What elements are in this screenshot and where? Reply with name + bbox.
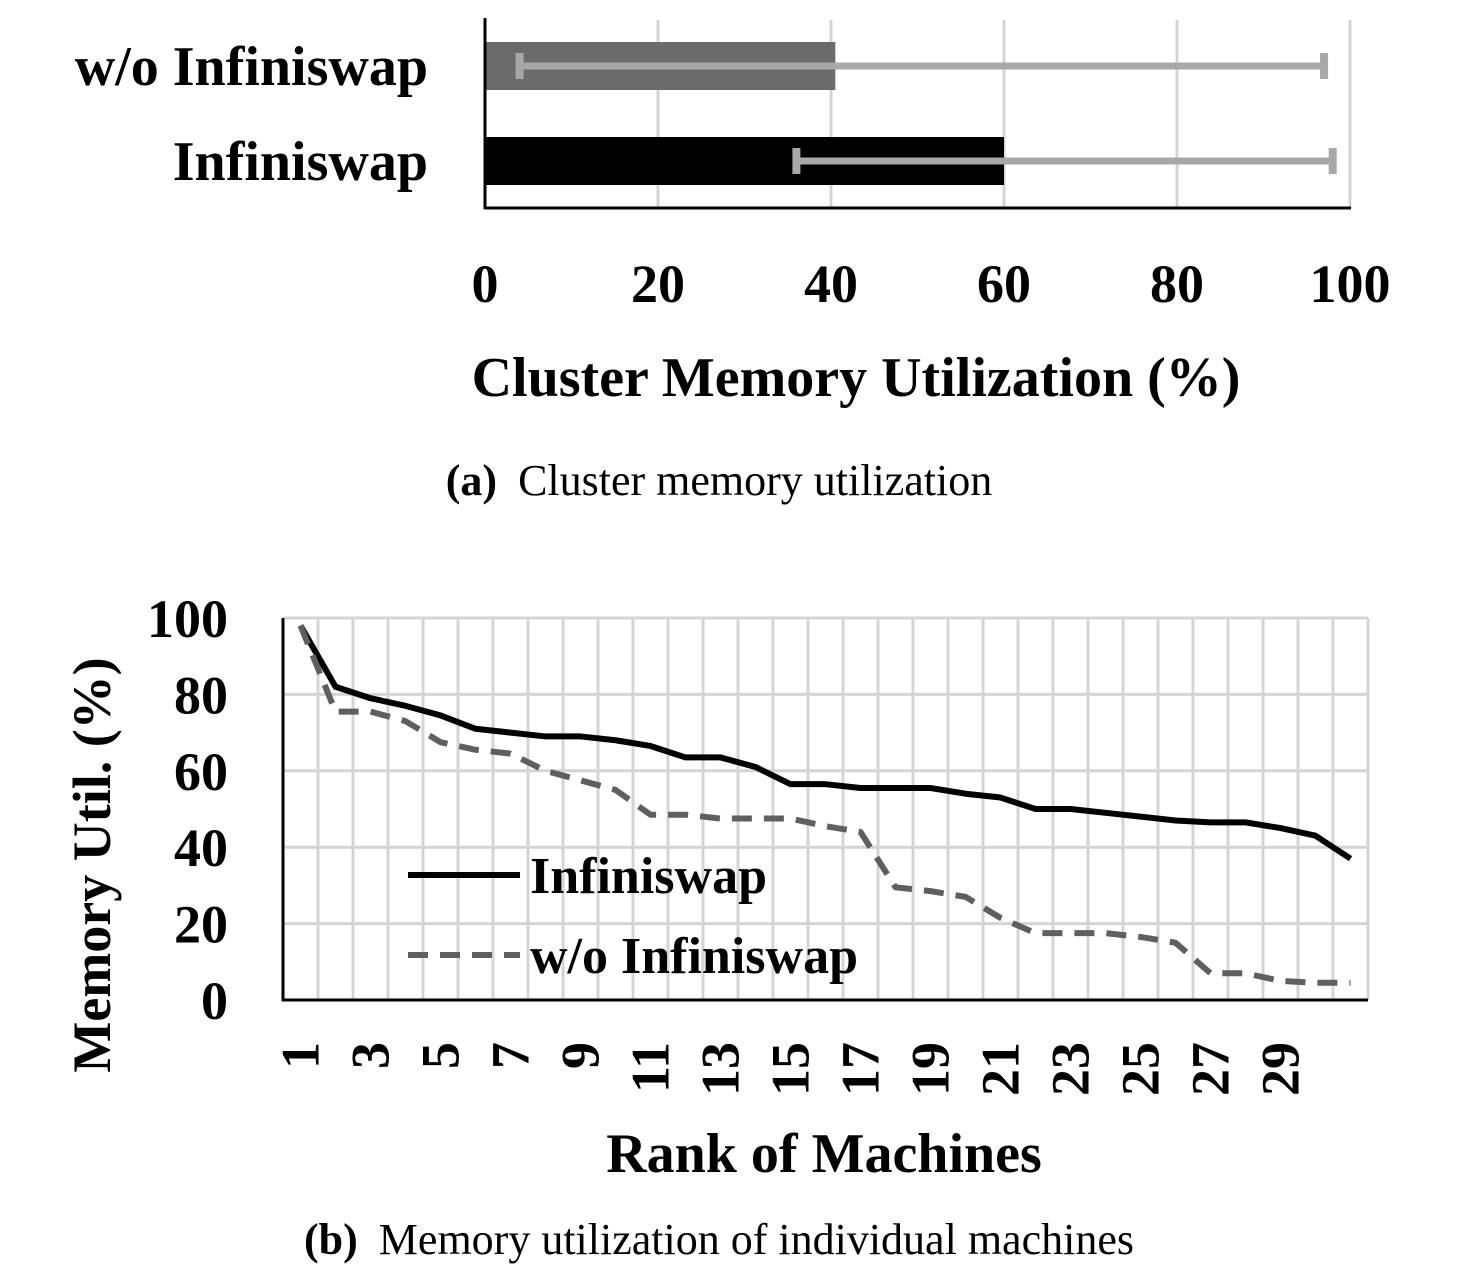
b-x-tick-13: 13 — [691, 1042, 751, 1096]
panel-a-bar-chart: w/o Infiniswap Infiniswap 0 20 40 60 80 100 Cl… — [75, 18, 1391, 505]
b-legend-label-1: w/o Infiniswap — [530, 928, 858, 985]
b-x-tick-5: 5 — [411, 1042, 471, 1069]
b-x-tick-27: 27 — [1181, 1042, 1241, 1096]
panel-b-axes — [281, 618, 1368, 1002]
a-x-tick-20: 20 — [631, 254, 685, 314]
b-series-line-1 — [297, 624, 1351, 986]
panel-b-x-axis-label: Rank of Machines — [606, 1123, 1042, 1185]
b-x-tick-25: 25 — [1111, 1042, 1171, 1096]
panel-a-caption: (a) Cluster memory utilization — [446, 456, 992, 505]
b-x-tick-3: 3 — [341, 1042, 401, 1069]
b-x-tick-9: 9 — [551, 1042, 611, 1069]
panel-b-legend: Infiniswap w/o Infiniswap — [408, 848, 858, 985]
panel-a-caption-label: (a) — [446, 456, 497, 505]
panel-b-caption: (b) Memory utilization of individual mac… — [304, 1215, 1134, 1264]
b-y-tick-100: 100 — [147, 589, 228, 649]
panel-b-series-lines — [297, 624, 1353, 986]
panel-a-category-labels: w/o Infiniswap Infiniswap — [75, 36, 428, 193]
b-legend-label-0: Infiniswap — [530, 848, 767, 905]
panel-a-x-tick-labels: 0 20 40 60 80 100 — [472, 254, 1391, 314]
a-x-tick-80: 80 — [1150, 254, 1204, 314]
b-x-tick-29: 29 — [1251, 1042, 1311, 1096]
b-x-tick-19: 19 — [901, 1042, 961, 1096]
b-x-tick-15: 15 — [761, 1042, 821, 1096]
panel-a-error-bars — [515, 53, 1337, 174]
b-y-tick-80: 80 — [174, 665, 228, 725]
a-x-tick-100: 100 — [1310, 254, 1391, 314]
panel-b-y-tick-labels: 0 20 40 60 80 100 — [147, 589, 228, 1031]
a-category-label-0: w/o Infiniswap — [75, 36, 428, 98]
panel-b-x-tick-labels: 1 3 5 7 9 11 13 15 17 19 21 23 25 27 29 — [271, 1042, 1311, 1096]
b-y-tick-0: 0 — [201, 971, 228, 1031]
panel-b-caption-text: Memory utilization of individual machine… — [379, 1215, 1134, 1264]
b-x-tick-21: 21 — [971, 1042, 1031, 1096]
b-x-tick-1: 1 — [271, 1042, 331, 1069]
b-x-tick-11: 11 — [621, 1042, 681, 1093]
panel-b-caption-label: (b) — [304, 1215, 358, 1264]
panel-a-x-axis-label: Cluster Memory Utilization (%) — [472, 347, 1241, 409]
b-y-tick-60: 60 — [174, 742, 228, 802]
panel-b-y-axis-label: Memory Util. (%) — [62, 657, 122, 1072]
b-series-line-0 — [297, 624, 1353, 862]
b-y-tick-40: 40 — [174, 818, 228, 878]
a-category-label-1: Infiniswap — [173, 131, 428, 193]
a-x-tick-40: 40 — [804, 254, 858, 314]
panel-a-axes — [483, 18, 1351, 210]
b-x-tick-7: 7 — [481, 1042, 541, 1069]
panel-b-gridlines — [283, 616, 1370, 1000]
a-x-tick-60: 60 — [977, 254, 1031, 314]
b-x-tick-17: 17 — [831, 1042, 891, 1096]
panel-a-caption-text: Cluster memory utilization — [518, 456, 992, 505]
b-x-tick-23: 23 — [1041, 1042, 1101, 1096]
b-y-tick-20: 20 — [174, 895, 228, 955]
a-x-tick-0: 0 — [472, 254, 499, 314]
